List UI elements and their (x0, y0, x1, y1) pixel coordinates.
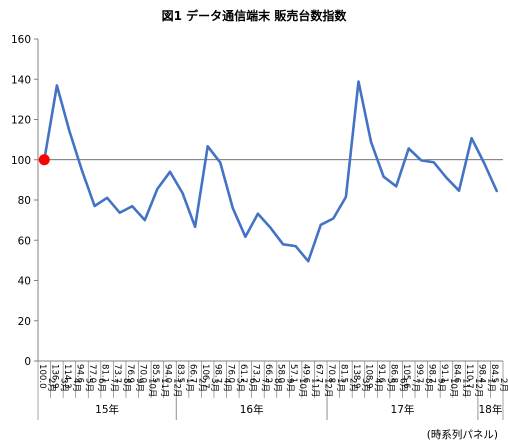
value-label: 76.0 (225, 364, 235, 383)
value-label: 57.1 (288, 364, 298, 383)
value-label: 98.4 (477, 364, 487, 383)
month-label: 6月 (96, 378, 107, 392)
value-label: 105.6 (401, 364, 411, 389)
month-label: 12月 (171, 378, 182, 398)
year-label: 15年 (95, 403, 119, 416)
month-label: 11月 (461, 378, 472, 398)
value-label: 99.7 (414, 364, 424, 383)
value-label: 98.7 (213, 364, 223, 383)
value-label: 108.9 (364, 364, 374, 389)
value-label: 106.7 (200, 364, 210, 389)
value-label: 81.5 (338, 364, 348, 383)
value-label: 61.7 (238, 364, 248, 383)
year-label: 18年 (478, 403, 502, 416)
month-label: 1月 (486, 378, 497, 392)
value-label: 91.1 (439, 364, 449, 383)
month-label: 4月 (373, 378, 384, 392)
value-label: 49.6 (301, 364, 311, 383)
month-label: 11月 (310, 378, 321, 398)
month-label: 6月 (398, 378, 409, 392)
value-label: 94.6 (74, 364, 84, 383)
month-label: 8月 (121, 378, 132, 392)
y-tick-label: 0 (24, 356, 31, 368)
value-label: 58.0 (276, 364, 286, 383)
plot-area (38, 80, 503, 263)
value-label: 73.2 (250, 364, 260, 383)
month-label: 10月 (297, 378, 308, 398)
value-label: 66.7 (188, 364, 198, 383)
month-label: 8月 (423, 378, 434, 392)
month-label: 2月 (46, 378, 57, 392)
y-tick-label: 20 (18, 316, 31, 328)
series-line (42, 80, 499, 263)
value-label: 67.7 (313, 364, 323, 383)
value-label: 81.1 (100, 364, 110, 383)
month-label: 1月 (184, 378, 195, 392)
value-label: 83.5 (175, 364, 185, 383)
axes (34, 38, 504, 420)
value-label: 84.5 (489, 364, 499, 383)
month-label: 12月 (322, 378, 333, 398)
start-marker (38, 154, 50, 166)
value-label: 84.6 (452, 364, 462, 383)
month-label: 3月 (360, 378, 371, 392)
value-label: 110.7 (464, 364, 474, 389)
month-label: 12月 (473, 378, 484, 398)
year-label: 17年 (391, 403, 415, 416)
value-label: 86.8 (389, 364, 399, 383)
value-label: 66.2 (263, 364, 273, 383)
month-label: 4月 (71, 378, 82, 392)
y-tick-labels: 0 20 40 60 80 100 120 140 160 (11, 34, 31, 368)
value-label: 138.9 (351, 364, 361, 389)
y-tick-label: 80 (18, 195, 31, 207)
value-label: 114.3 (62, 364, 72, 389)
month-label: 9月 (285, 378, 296, 392)
value-label: 70.8 (326, 364, 336, 383)
value-label: 70.0 (137, 364, 147, 383)
month-label: 10月 (146, 378, 157, 398)
month-label: 7月 (109, 378, 120, 392)
y-tick-label: 120 (11, 115, 31, 127)
y-tick-label: 100 (11, 155, 31, 167)
value-label: 77.0 (87, 364, 97, 383)
value-label: 91.6 (376, 364, 386, 383)
month-label: 1月 (335, 378, 346, 392)
month-label: 7月 (410, 378, 421, 392)
value-label: 73.7 (112, 364, 122, 383)
month-label: 3月 (209, 378, 220, 392)
chart-title: 図1 データ通信端末 販売台数指数 (162, 8, 348, 23)
month-label: 2月 (197, 378, 208, 392)
month-label: 2月 (498, 378, 508, 392)
month-label: 11月 (159, 378, 170, 398)
month-label: 9月 (435, 378, 446, 392)
value-label: 94.0 (162, 364, 172, 383)
year-label: 16年 (240, 403, 264, 416)
value-label: 85.5 (150, 364, 160, 383)
month-label: 5月 (83, 378, 94, 392)
value-label: 76.9 (125, 364, 135, 383)
source-note: (時系列パネル) (427, 428, 498, 441)
month-label: 4月 (222, 378, 233, 392)
month-label: 2月 (347, 378, 358, 392)
y-tick-label: 40 (18, 276, 31, 288)
month-label: 10月 (448, 378, 459, 398)
month-label: 5月 (385, 378, 396, 392)
month-label: 8月 (272, 378, 283, 392)
month-label: 7月 (259, 378, 270, 392)
y-tick-label: 60 (18, 235, 31, 247)
value-label: 136.9 (49, 364, 59, 389)
y-tick-label: 140 (11, 74, 31, 86)
value-label: 100.0 (37, 364, 47, 389)
month-label: 6月 (247, 378, 258, 392)
month-label: 3月 (58, 378, 69, 392)
y-tick-label: 160 (11, 34, 31, 46)
month-label: 5月 (234, 378, 245, 392)
month-label: 9月 (134, 378, 145, 392)
value-label: 98.7 (426, 364, 436, 383)
